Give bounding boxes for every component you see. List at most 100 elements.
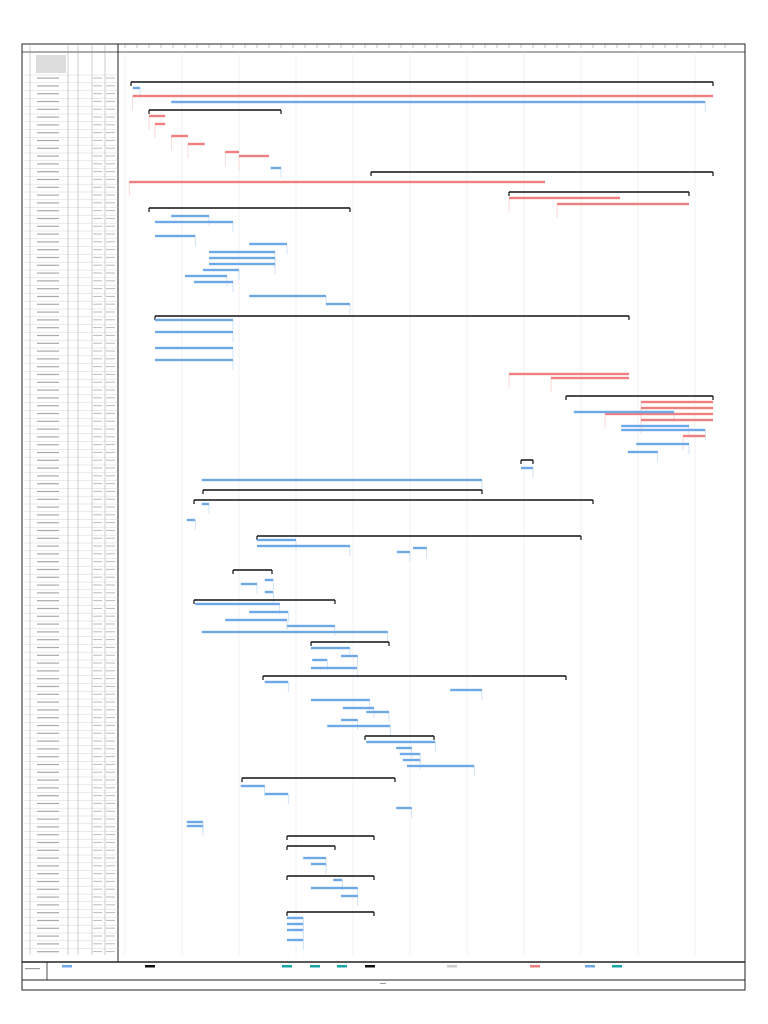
task-date-text: [93, 334, 102, 336]
gantt-bars: [129, 81, 714, 942]
task-date-text: [93, 545, 102, 547]
task-date-text: [106, 623, 115, 625]
task-date-text: [93, 935, 102, 937]
task-date-text: [106, 436, 115, 438]
task-bar: [399, 752, 421, 756]
task-date-text: [93, 615, 102, 617]
legend-swatch: [585, 965, 595, 968]
task-bar: [311, 698, 370, 702]
task-date-text: [93, 771, 102, 773]
task-name-text: [37, 896, 59, 898]
task-name-text: [37, 662, 59, 664]
task-date-text: [106, 350, 115, 352]
task-name-text: [37, 732, 59, 734]
task-date-text: [106, 529, 115, 531]
task-date-text: [106, 217, 115, 219]
task-date-text: [93, 311, 102, 313]
task-date-text: [93, 787, 102, 789]
task-date-text: [106, 514, 115, 516]
task-name-text: [37, 771, 59, 773]
task-bar: [201, 630, 388, 634]
task-date-text: [93, 693, 102, 695]
task-date-text: [93, 748, 102, 750]
task-name-text: [37, 592, 59, 594]
task-date-text: [106, 241, 115, 243]
critical-task-bar: [551, 376, 629, 380]
task-date-text: [106, 194, 115, 196]
task-date-text: [93, 256, 102, 258]
task-bar: [132, 86, 140, 90]
task-name-text: [37, 436, 59, 438]
task-date-text: [106, 139, 115, 141]
task-date-text: [106, 810, 115, 812]
task-date-text: [93, 436, 102, 438]
critical-task-bar: [132, 94, 714, 98]
legend-swatch: [62, 965, 72, 968]
task-date-text: [93, 210, 102, 212]
task-name-text: [37, 202, 59, 204]
task-bar: [396, 550, 410, 554]
task-bar: [155, 234, 196, 238]
task-bar: [450, 688, 482, 692]
task-date-text: [106, 662, 115, 664]
task-date-text: [93, 327, 102, 329]
task-name-text: [37, 108, 59, 110]
task-date-text: [106, 654, 115, 656]
task-date-text: [93, 217, 102, 219]
task-name-text: [37, 709, 59, 711]
task-bar: [287, 624, 335, 628]
task-date-text: [93, 919, 102, 921]
task-date-text: [106, 631, 115, 633]
task-name-text: [37, 194, 59, 196]
task-name-text: [37, 490, 59, 493]
critical-task-bar: [129, 180, 545, 184]
task-date-text: [93, 428, 102, 430]
task-date-text: [93, 592, 102, 594]
task-name-text: [37, 412, 59, 415]
legend: [25, 965, 622, 984]
task-bar: [311, 862, 326, 866]
task-date-text: [106, 818, 115, 820]
task-date-text: [93, 756, 102, 758]
task-date-text: [93, 584, 102, 586]
critical-task-bar: [171, 134, 188, 138]
task-date-text: [106, 342, 115, 344]
task-date-text: [106, 865, 115, 867]
task-date-text: [106, 935, 115, 937]
task-name-text: [37, 522, 59, 524]
task-name-text: [37, 576, 59, 578]
task-date-text: [93, 607, 102, 609]
task-bar: [303, 856, 326, 860]
task-date-text: [106, 451, 115, 453]
task-bar: [209, 256, 275, 260]
task-date-text: [93, 740, 102, 742]
critical-task-bar: [188, 142, 205, 146]
critical-task-bar: [509, 372, 629, 376]
task-date-text: [93, 561, 102, 563]
task-bar: [249, 242, 287, 246]
task-bar: [249, 610, 289, 614]
task-date-text: [106, 389, 115, 391]
task-name-text: [37, 802, 59, 805]
task-date-text: [93, 529, 102, 531]
task-bar: [311, 666, 358, 670]
task-date-text: [106, 147, 115, 149]
task-date-text: [106, 358, 115, 360]
task-date-text: [106, 288, 115, 290]
task-name-text: [37, 186, 59, 188]
task-date-text: [106, 740, 115, 742]
task-date-text: [93, 943, 102, 945]
task-date-text: [106, 249, 115, 251]
task-date-text: [106, 849, 115, 851]
task-name-text: [37, 288, 59, 290]
task-date-text: [106, 888, 115, 890]
task-date-text: [106, 397, 115, 399]
task-date-text: [106, 132, 115, 134]
task-date-text: [106, 186, 115, 188]
task-date-text: [93, 927, 102, 929]
task-name-text: [37, 256, 59, 259]
task-date-text: [93, 241, 102, 243]
task-date-text: [93, 951, 102, 953]
task-date-text: [93, 342, 102, 344]
